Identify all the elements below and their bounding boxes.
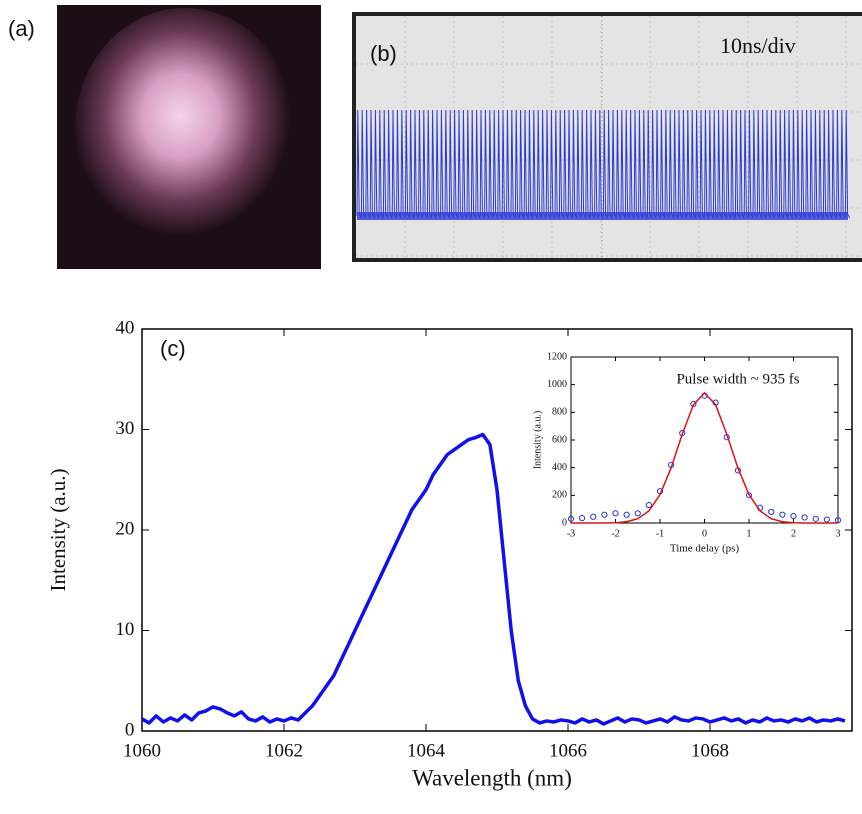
y-tick-label: 20 [115,518,134,539]
beam-spot [75,8,295,248]
data-point [579,515,586,522]
x-tick-label: 3 [836,528,841,539]
x-tick-label: -3 [567,528,575,539]
x-tick-label: 1 [747,528,752,539]
data-point [801,514,808,521]
y-tick-label: 400 [552,462,567,473]
y-tick-label: 600 [552,434,567,445]
annotation: Pulse width ~ 935 fs [676,371,799,387]
y-tick-label: 1000 [547,379,567,390]
data-point [612,510,619,517]
fit-line [571,391,838,524]
y-tick-label: 40 [115,317,134,338]
pulse-train [356,109,851,219]
y-tick-label: 0 [562,517,567,528]
scope-grid [356,16,862,258]
y-tick-label: 1200 [547,351,567,362]
scope-annotation: 10ns/div [720,33,796,58]
plot-frame [570,356,839,524]
x-tick-label: -1 [656,528,664,539]
data-point [590,513,597,520]
x-axis-label: Wavelength (nm) [412,766,572,791]
data-point [567,515,575,522]
data-point [634,510,641,517]
data-point [790,512,797,520]
x-tick-label: -2 [611,528,619,539]
data-point [623,511,630,518]
x-tick-label: 1064 [407,740,446,761]
y-tick-label: 800 [552,407,567,418]
x-axis-label: Time delay (ps) [670,543,740,555]
y-tick-label: 200 [552,490,567,501]
spectrum-line [141,432,846,726]
data-point [812,515,819,522]
panel-label: (a) [8,16,35,41]
data-point [823,516,830,523]
y-tick-label: 10 [115,619,134,640]
y-axis-label: Intensity (a.u.) [46,468,70,591]
x-tick-label: 2 [791,528,796,539]
baseline-band [357,212,848,220]
data-point [768,508,775,516]
plots: 1060 1062 1064 1066 1068010203040Wavelength … [46,317,853,791]
y-tick-label: 30 [115,418,134,439]
x-tick-label: 1062 [265,740,303,761]
x-tick-label: 1060 [123,740,161,761]
y-tick-label: 0 [125,719,135,740]
panel-label: (b) [370,41,397,66]
data-point [645,501,652,509]
x-tick-label: 0 [702,528,707,539]
x-tick-label: 1068 [691,740,729,761]
x-tick-label: 1066 [549,740,587,761]
y-axis-label: Intensity (a.u.) [532,411,543,470]
panel-label: (c) [160,336,186,361]
data-point [601,511,608,518]
data-point [779,511,786,518]
